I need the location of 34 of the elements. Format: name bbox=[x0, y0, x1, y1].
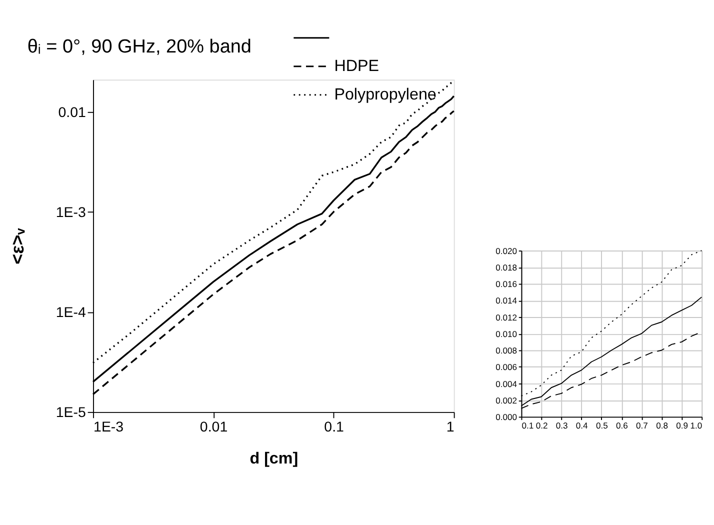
y-tick-label: 1E-4 bbox=[56, 305, 86, 322]
y-tick-label: 0.014 bbox=[496, 296, 518, 306]
y-tick-label: 0.002 bbox=[496, 395, 518, 406]
chart-title: θᵢ = 0°, 90 GHz, 20% band bbox=[27, 36, 252, 58]
x-tick-label: 1.0 bbox=[690, 420, 702, 431]
x-tick-label: 0.1 bbox=[324, 419, 344, 436]
y-tick-label: 0.016 bbox=[496, 279, 518, 290]
x-tick-label: 1 bbox=[446, 419, 454, 436]
x-tick-label: 0.8 bbox=[656, 420, 668, 431]
x-tick-label: 0.2 bbox=[536, 420, 548, 431]
x-tick-label: 0.1 bbox=[522, 420, 534, 431]
y-tick-label: 0.008 bbox=[496, 346, 518, 356]
x-tick-label: 0.01 bbox=[200, 419, 228, 436]
x-tick-label: 0.9 bbox=[676, 420, 688, 431]
y-tick-label: 0.010 bbox=[496, 328, 518, 339]
x-tick-label: 0.3 bbox=[556, 420, 568, 431]
y-tick-label: 1E-5 bbox=[56, 405, 86, 422]
y-tick-label: 0.006 bbox=[496, 362, 518, 372]
x-tick-label: 0.4 bbox=[576, 420, 588, 431]
x-tick-label: 0.7 bbox=[636, 420, 648, 431]
y-tick-label: 0.004 bbox=[496, 378, 518, 389]
x-tick-label: 0.5 bbox=[596, 420, 608, 431]
y-axis-title: <ε>ᵥ bbox=[8, 228, 28, 264]
y-tick-label: 1E-3 bbox=[56, 205, 86, 222]
x-tick-label: 1E-3 bbox=[94, 419, 124, 436]
y-tick-label: 0.018 bbox=[496, 262, 518, 272]
y-tick-label: 0.020 bbox=[496, 246, 518, 256]
legend-label: HDPE bbox=[334, 57, 380, 76]
x-axis-title: d [cm] bbox=[250, 450, 298, 468]
legend-label: Polypropylene bbox=[334, 86, 436, 104]
y-tick-label: 0.01 bbox=[58, 105, 86, 122]
y-tick-label: 0.000 bbox=[496, 412, 518, 422]
x-tick-label: 0.6 bbox=[616, 420, 628, 431]
y-tick-label: 0.012 bbox=[496, 312, 518, 322]
